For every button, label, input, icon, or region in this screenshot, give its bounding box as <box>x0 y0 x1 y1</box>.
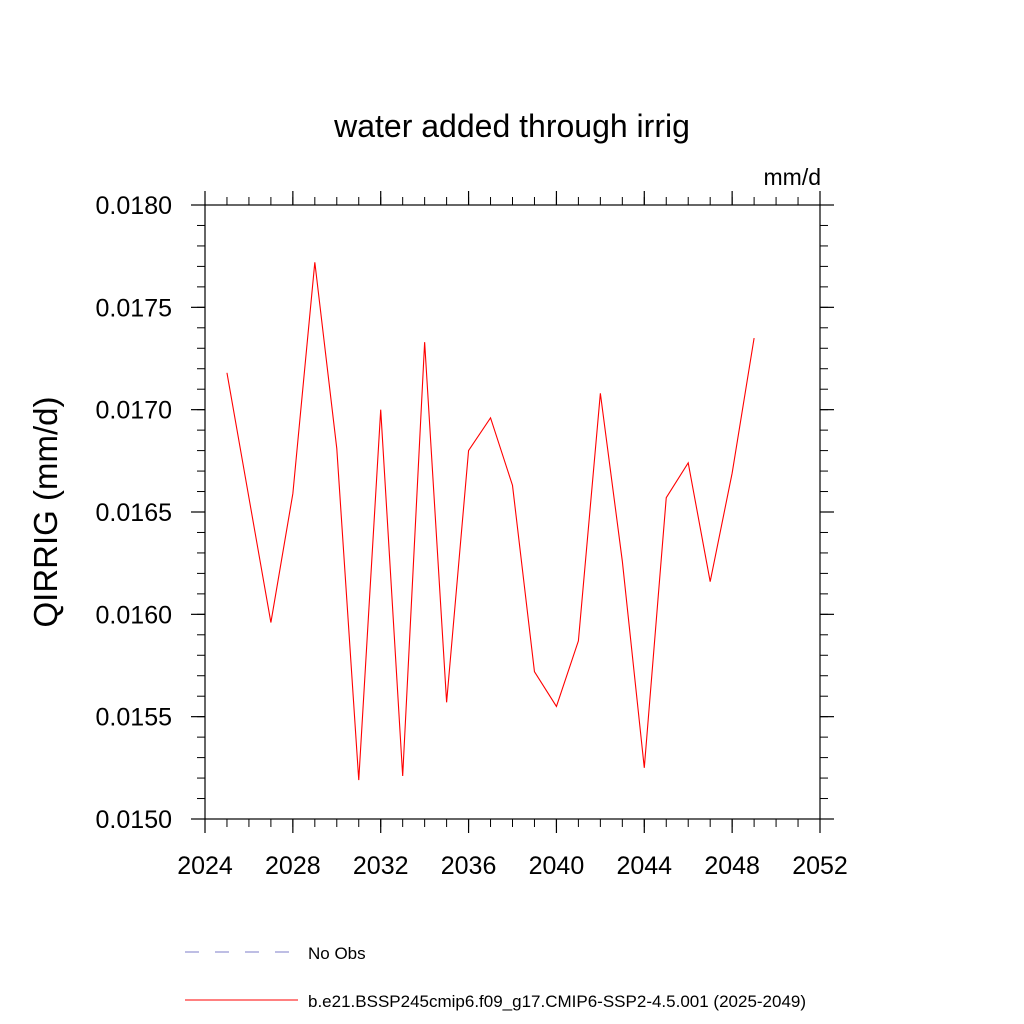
chart-title: water added through irrig <box>333 108 690 144</box>
legend: No Obs b.e21.BSSP245cmip6.f09_g17.CMIP6-… <box>185 944 806 1011</box>
y-tick-label: 0.0175 <box>96 294 172 322</box>
legend-label-no-obs: No Obs <box>308 944 366 963</box>
series-line <box>226 262 755 781</box>
series-layer <box>226 262 755 781</box>
x-tick-label: 2036 <box>441 852 497 880</box>
units-label: mm/d <box>764 164 822 190</box>
y-axis-ticks: 0.0150 0.0155 0.0160 0.0165 0.0170 0.0175 0.01… <box>96 192 834 834</box>
y-axis-title: QIRRIG (mm/d) <box>27 397 64 628</box>
x-tick-label: 2040 <box>529 852 585 880</box>
y-tick-label: 0.0180 <box>96 192 172 220</box>
plot-frame <box>204 204 821 820</box>
x-tick-label: 2032 <box>353 852 409 880</box>
legend-label-model-run: b.e21.BSSP245cmip6.f09_g17.CMIP6-SSP2-4.… <box>308 992 806 1011</box>
x-tick-label: 2024 <box>177 852 233 880</box>
x-tick-label: 2028 <box>265 852 321 880</box>
y-tick-label: 0.0160 <box>96 601 172 629</box>
x-tick-label: 2048 <box>704 852 760 880</box>
x-tick-label: 2052 <box>792 852 848 880</box>
y-tick-label: 0.0170 <box>96 397 172 425</box>
y-tick-label: 0.0155 <box>96 704 172 732</box>
y-tick-label: 0.0165 <box>96 499 172 527</box>
y-tick-label: 0.0150 <box>96 806 172 834</box>
x-axis-ticks: 2024 2028 2032 2036 2040 2044 2048 2052 <box>177 191 848 880</box>
x-tick-label: 2044 <box>616 852 672 880</box>
